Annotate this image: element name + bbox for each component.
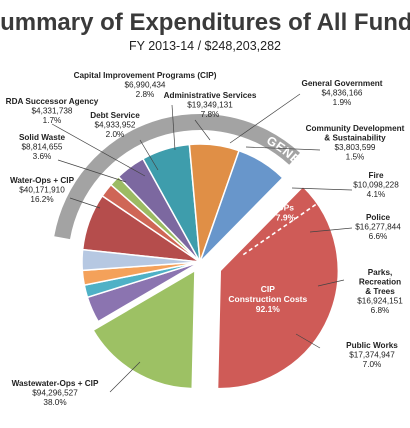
slice-label-13: Capital Improvement Programs (CIP) $6,990… bbox=[74, 71, 217, 99]
leader-line-5 bbox=[309, 227, 353, 233]
pie-slice-9 bbox=[92, 269, 196, 390]
slice-label-8: Wastewater-Ops + CIP $94,296,527 38.0% bbox=[12, 379, 99, 407]
leader-line-2 bbox=[229, 93, 301, 144]
leader-line-7 bbox=[295, 333, 321, 349]
slice-label-5: Police $16,277,844 6.6% bbox=[355, 213, 401, 241]
slice-label-6: Parks, Recreation & Trees $16,924,151 6.8% bbox=[357, 268, 403, 315]
slice-label-2: General Government $4,836,166 1.9% bbox=[302, 79, 383, 107]
leader-line-1 bbox=[194, 119, 211, 141]
general-fund-bracket bbox=[54, 114, 301, 240]
leader-line-12 bbox=[139, 139, 159, 171]
pie-slice-7 bbox=[199, 149, 284, 263]
slice-label-9: Water-Ops + CIP $40,171,910 16.2% bbox=[10, 176, 75, 204]
slice-label-12: Debt Service $4,933,952 2.0% bbox=[90, 111, 140, 139]
wastewater-divider bbox=[242, 202, 318, 256]
leader-line-11 bbox=[51, 123, 146, 177]
slice-label-11: RDA Successor Agency $4,331,738 1.7% bbox=[6, 97, 99, 125]
slice-label-3: Community Development & Sustainability $3,… bbox=[306, 124, 405, 162]
chart-subtitle: FY 2013-14 / $248,203,282 bbox=[129, 39, 281, 53]
pie-slice-13 bbox=[81, 248, 201, 272]
cip-construction-label: CIP Construction Costs 92.1% bbox=[228, 284, 307, 314]
slice-label-4: Fire $10,098,228 4.1% bbox=[353, 171, 399, 199]
ops-label: OPs 7.9% bbox=[276, 202, 296, 222]
leader-line-13 bbox=[171, 104, 176, 151]
chart-title: Summary of Expenditures of All Funds bbox=[0, 9, 410, 36]
leader-line-6 bbox=[317, 279, 345, 287]
leader-line-10 bbox=[57, 159, 127, 183]
leader-line-9 bbox=[69, 197, 101, 209]
leader-line-3 bbox=[245, 146, 321, 151]
slice-label-10: Solid Waste $8,814,655 3.6% bbox=[19, 133, 66, 161]
leader-line-8 bbox=[109, 361, 141, 393]
leader-line-4 bbox=[291, 187, 353, 191]
slice-label-1: Administrative Services $19,349,131 7.8% bbox=[164, 91, 257, 119]
pie-slice-8 bbox=[216, 185, 339, 390]
slice-label-7: Public Works $17,374,947 7.0% bbox=[346, 341, 398, 369]
